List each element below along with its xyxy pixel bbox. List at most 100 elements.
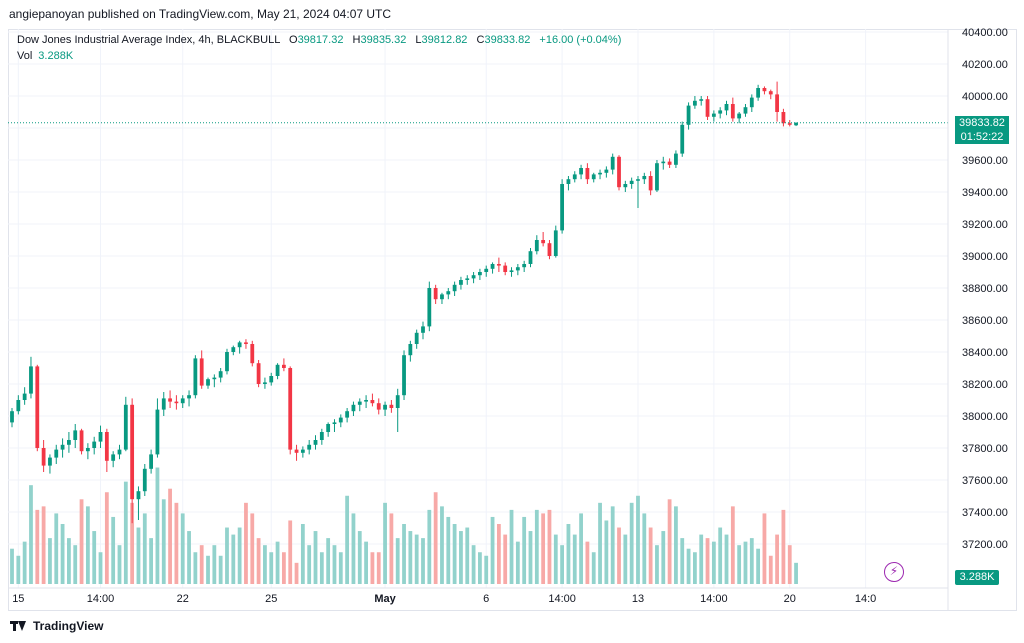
volume-bar [174,502,179,584]
volume-bar [98,552,103,584]
candle-body [294,449,299,453]
volume-tag: 3.288K [955,570,999,585]
candle-body [636,179,640,181]
ohlc-legend: Dow Jones Industrial Average Index, 4h, … [17,34,621,46]
candle-body [496,264,501,266]
volume-bar [787,545,792,584]
candle-body [231,347,236,352]
price-tick-label: 38000.00 [962,411,1008,423]
volume-bar [338,552,343,584]
volume-bar [440,506,444,584]
volume-label[interactable]: Vol [17,50,33,62]
candle-body [60,444,65,450]
candle-body [142,468,147,492]
volume-bar [370,552,375,584]
candle-body [522,264,527,268]
volume-bar [585,541,590,584]
candle-body [212,377,217,380]
candle-body [199,358,204,386]
candle-body [269,376,274,383]
volume-bar [667,499,672,584]
volume-bar [357,531,362,584]
volume-bar [168,488,172,584]
symbol-title[interactable]: Dow Jones Industrial Average Index, 4h, … [17,34,280,46]
volume-bar [244,502,248,584]
volume-bar [263,545,267,584]
change-value: +16.00 (+0.04%) [539,34,622,46]
candle-body [193,358,198,396]
volume-bar [692,552,697,584]
candle-body [35,366,40,448]
lightning-icon[interactable]: ⚡ [884,562,904,582]
volume-bar [768,555,773,584]
volume-bar [269,552,274,584]
volume-bar [250,513,255,584]
candle-body [117,449,122,455]
volume-bar [737,545,742,584]
footer-brand[interactable]: TradingView [10,619,103,633]
volume-bar [67,538,71,584]
candle-body [629,180,634,184]
volume-bar [560,545,565,584]
volume-bar [85,506,90,584]
volume-bar [509,509,514,584]
price-tick-label: 38200.00 [962,379,1008,391]
candle-body [338,417,343,423]
volume-bar [617,527,621,584]
candle-body [768,91,773,95]
volume-bar [452,524,457,584]
volume-bar [674,506,678,584]
volume-bar [218,555,223,584]
candle-body [98,432,103,442]
candle-body [699,99,704,101]
volume-bar [275,541,280,584]
candle-body [730,104,735,119]
volume-bar [515,541,520,584]
volume-bar [775,534,779,584]
price-axis: 37200.00 37400.00 37600.00 37800.00 38000.00… [962,27,1008,551]
candle-body [661,161,666,164]
volume-bar [414,534,419,584]
volume-bar [60,524,65,584]
volume-legend: Vol 3.288K [17,50,73,62]
candle-body [237,342,242,348]
volume-bar [591,552,596,584]
candle-body [490,264,495,269]
volume-bar [490,516,495,584]
volume-bar [117,545,122,584]
candle-body [585,168,590,180]
candle-body [187,395,191,399]
tradingview-logo-icon [10,621,27,631]
time-tick-label: 22 [177,593,189,605]
candle-body [421,326,425,333]
candle-body [674,153,678,165]
candle-body [161,398,166,410]
candles [10,81,798,524]
volume-bar [111,516,116,584]
candle-body [566,179,571,184]
time-axis: 15 14:00 22 25 May 6 14:00 13 14:00 20 14:0 [12,593,876,605]
candle-body [446,291,451,295]
candle-body [319,432,324,440]
last-price-value: 39833.82 [959,116,1005,129]
volume-bar [534,509,539,584]
candle-body [54,449,59,458]
volume-bar [623,534,628,584]
candle-body [711,113,716,117]
candle-body [67,440,71,445]
volume-bar [10,548,14,584]
candle-body [471,275,476,279]
volume-bar [705,538,710,584]
volume-bar [225,527,229,584]
candle-body [111,454,116,461]
candle-body [465,278,470,280]
price-tick-label: 39600.00 [962,155,1008,167]
volume-bar [22,541,27,584]
volume-bar [161,499,166,584]
candle-body [168,398,172,402]
candle-body [10,411,14,423]
candle-body [313,440,318,445]
time-tick-label: 25 [265,593,277,605]
volume-bar [395,538,400,584]
